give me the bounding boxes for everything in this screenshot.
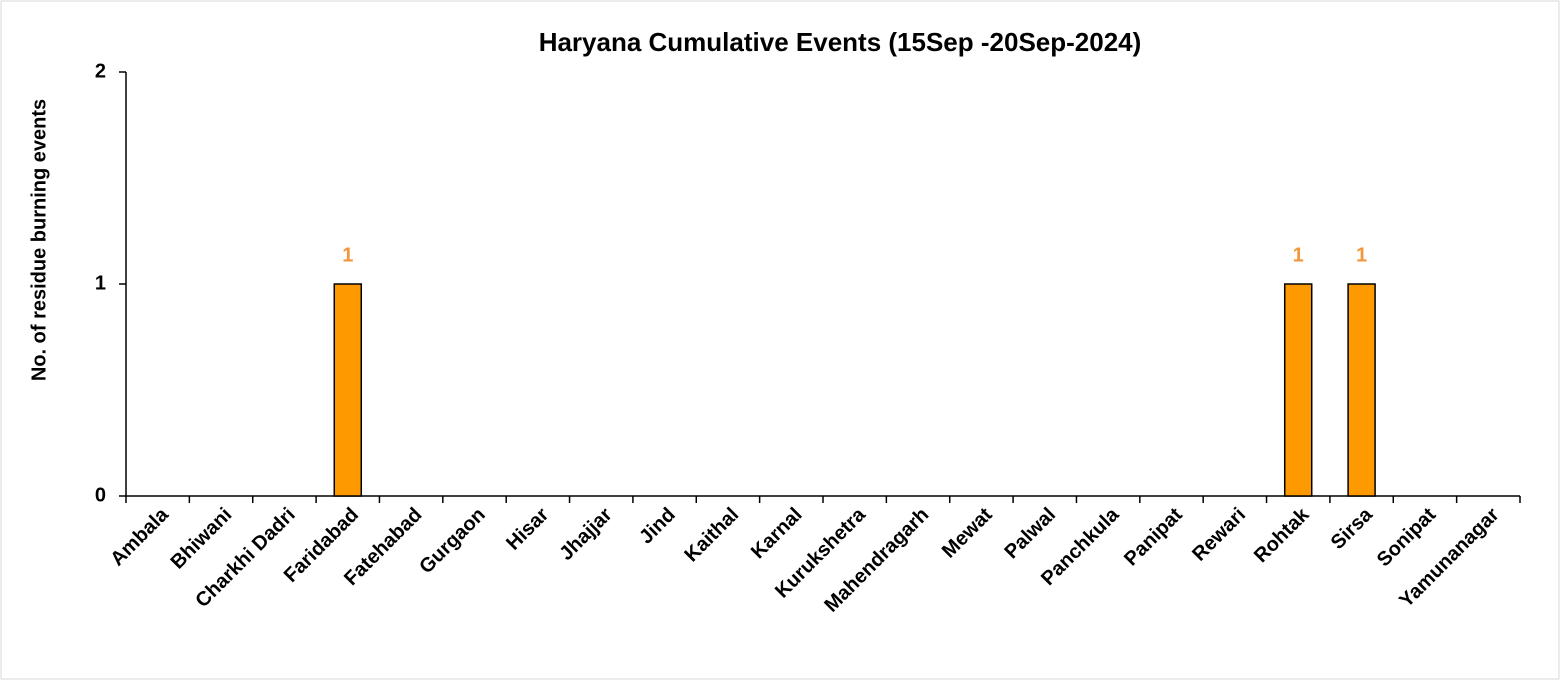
y-tick-label: 0 [95, 484, 106, 506]
y-tick-label: 2 [95, 60, 106, 82]
y-tick-label: 1 [95, 272, 106, 294]
data-label: 1 [342, 244, 353, 266]
chart-title: Haryana Cumulative Events (15Sep -20Sep-… [539, 27, 1142, 57]
data-label: 1 [1293, 244, 1304, 266]
bar [333, 283, 363, 497]
y-axis-label: No. of residue burning events [28, 99, 50, 381]
bar [1347, 283, 1376, 497]
data-label: 1 [1356, 244, 1367, 266]
bar [1283, 283, 1313, 497]
